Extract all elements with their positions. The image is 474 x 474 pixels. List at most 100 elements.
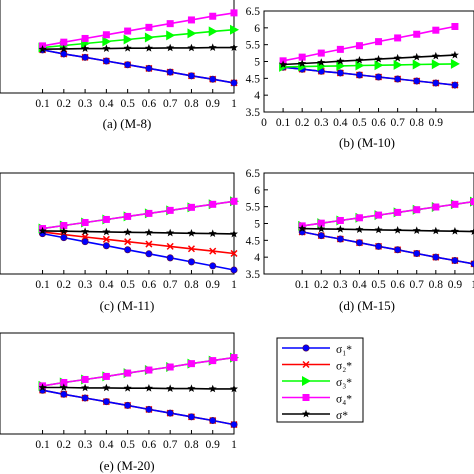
data-point-sigma	[102, 227, 111, 236]
legend-swatch-marker	[302, 394, 310, 401]
data-point-sigma	[374, 225, 383, 234]
data-point-sigma1	[81, 238, 89, 246]
x-tick-label: 1	[471, 279, 474, 291]
y-tick-label: 5	[254, 219, 260, 231]
data-point-sigma3	[166, 30, 176, 41]
x-tick-label: 0.8	[184, 439, 199, 451]
x-tick-label: 0.4	[99, 98, 114, 110]
data-point-sigma1	[336, 69, 344, 77]
x-tick-label: 0.9	[429, 117, 444, 129]
x-tick-label: 0.9	[448, 279, 463, 291]
data-point-sigma	[431, 226, 440, 235]
data-point-sigma4	[451, 22, 459, 30]
legend-frame	[276, 337, 364, 423]
x-tick-label: 0.7	[163, 439, 178, 451]
data-point-sigma3	[102, 36, 112, 47]
data-point-sigma	[144, 44, 153, 52]
y-tick-label: 3.5	[246, 107, 261, 119]
x-tick-label: 0.9	[206, 279, 221, 291]
data-point-sigma	[102, 44, 111, 52]
series-sigma4	[39, 197, 238, 233]
x-tick-label: 0.6	[142, 439, 157, 451]
data-point-sigma2	[230, 249, 238, 257]
data-point-sigma2	[166, 242, 174, 250]
data-point-sigma3	[374, 60, 384, 71]
data-point-sigma1	[209, 262, 217, 270]
caption-m8: (a) (M-8)	[103, 116, 152, 131]
data-point-sigma	[450, 227, 459, 235]
data-point-sigma1	[394, 75, 402, 83]
chart-panel-m15: (d) (M-15) 0.1 0.2 0.3 0.4 0.5 0.6 0.7 0.8 0.9 1 3…	[246, 168, 474, 313]
series-sigma	[38, 383, 238, 393]
data-point-sigma4	[124, 212, 132, 220]
data-point-sigma2	[209, 247, 217, 255]
x-tick-label: 0.4	[352, 279, 367, 291]
series-line-sigma	[283, 54, 455, 66]
data-point-sigma4	[230, 9, 238, 17]
series-sigma4	[298, 198, 474, 230]
chart-panel-m20: (e) (M-20) 0.1 0.2 0.3 0.4 0.5 0.6 0.7 0.8 0.9 1	[0, 332, 239, 473]
x-tick-label: 0.1	[35, 279, 50, 291]
x-tick-label: 0.9	[206, 439, 221, 451]
data-point-sigma1	[451, 81, 459, 89]
series-sigma1	[279, 63, 459, 89]
x-tick-label: 0.8	[429, 279, 444, 291]
caption-m20: (e) (M-20)	[99, 458, 154, 473]
data-point-sigma4	[470, 198, 474, 206]
x-tick-label: 0.3	[314, 117, 329, 129]
data-point-sigma1	[451, 257, 459, 265]
data-point-sigma	[412, 226, 421, 234]
data-point-sigma4	[230, 197, 238, 205]
x-tick-label: 0.5	[371, 279, 386, 291]
y-tick-label: 6.5	[246, 6, 261, 18]
data-point-sigma	[279, 60, 288, 68]
data-point-sigma4	[60, 222, 68, 230]
data-point-sigma	[102, 383, 111, 392]
series-sigma4	[39, 354, 238, 390]
data-point-sigma4	[166, 206, 174, 214]
y-tick-label: 4	[254, 252, 260, 264]
data-point-sigma4	[81, 34, 89, 42]
series-sigma4	[279, 22, 459, 65]
x-tick-label: 0.6	[390, 279, 405, 291]
data-point-sigma	[470, 227, 474, 235]
x-tick-label: 0.3	[78, 279, 93, 291]
data-point-sigma1	[209, 417, 217, 425]
data-point-sigma1	[166, 409, 174, 417]
data-point-sigma1	[124, 61, 132, 69]
data-point-sigma	[317, 58, 326, 66]
series-line-sigma	[42, 386, 234, 390]
plot-frame	[0, 0, 235, 94]
data-point-sigma	[230, 43, 238, 51]
series-sigma1	[39, 230, 238, 274]
data-point-sigma	[166, 228, 175, 237]
data-point-sigma	[81, 383, 90, 392]
series-line-sigma4	[302, 200, 474, 227]
data-point-sigma4	[187, 16, 195, 24]
caption-m11: (c) (M-11)	[100, 298, 155, 313]
data-point-sigma4	[166, 20, 174, 28]
data-point-sigma1	[394, 246, 402, 254]
data-point-sigma3	[450, 58, 460, 69]
data-point-sigma	[298, 59, 307, 67]
legend-label-sigma4: σ₄*	[336, 394, 352, 406]
data-point-sigma	[298, 224, 307, 232]
data-point-sigma3	[393, 59, 403, 70]
series-line-sigma1	[42, 389, 235, 426]
plot-frame	[0, 172, 235, 275]
data-point-sigma	[187, 229, 196, 237]
data-point-sigma1	[102, 398, 110, 406]
x-tick-label: 0.4	[333, 117, 348, 129]
series-line-sigma4	[42, 356, 235, 387]
data-point-sigma1	[166, 68, 174, 76]
chart-panel-m11: (c) (M-11) 0.1 0.2 0.3 0.4 0.5 0.6 0.7 0.8 0.9 1	[0, 172, 239, 313]
legend-entry-sigma4: σ₄*	[282, 394, 352, 406]
y-tick-label: 4.5	[246, 73, 261, 85]
y-tick-label: 5.5	[246, 40, 261, 52]
data-point-sigma	[123, 384, 132, 392]
legend-swatch-marker	[302, 409, 310, 418]
x-tick-label: 0.8	[410, 117, 425, 129]
x-tick-label: 0.3	[78, 439, 93, 451]
x-tick-label: 0.5	[352, 117, 367, 129]
legend-label-sigma2: σ₂*	[336, 361, 352, 373]
